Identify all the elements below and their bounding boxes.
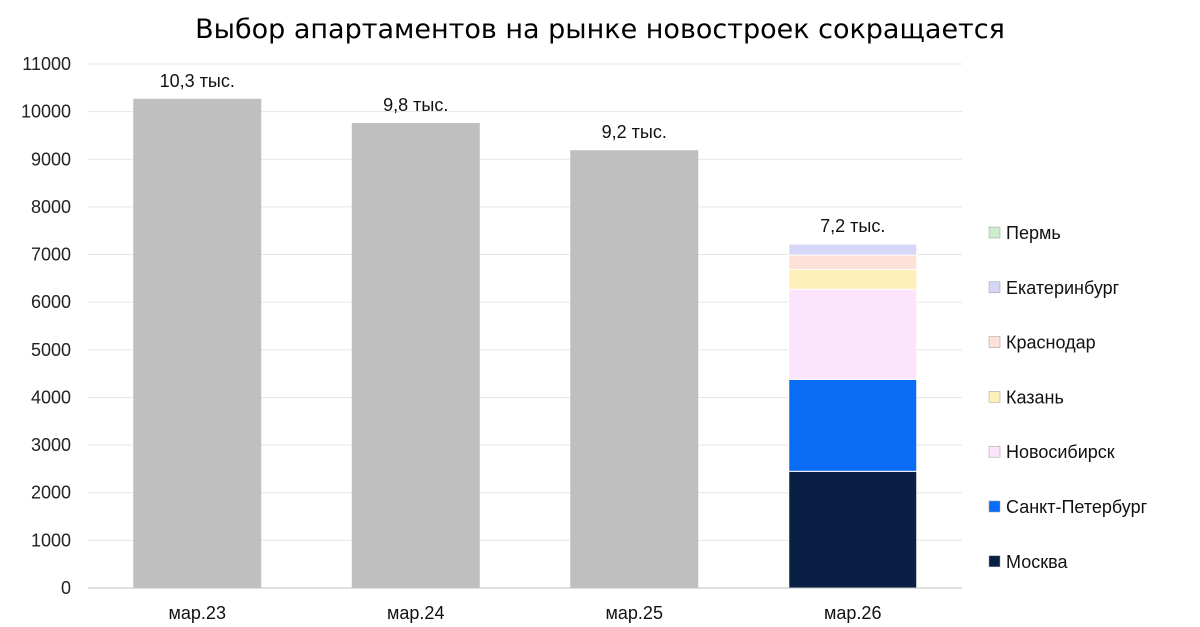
bar-total-label: 9,8 тыс. [383, 95, 448, 115]
legend-label: Москва [1006, 552, 1068, 572]
legend-swatch [988, 226, 1001, 239]
bar [570, 150, 699, 589]
bar-segment-3 [788, 268, 918, 290]
bar-segment-4 [788, 254, 918, 270]
data-labels: 10,3 тыс. 9,8 тыс. 9,2 тыс. 7,2 тыс. [160, 71, 886, 236]
bar-segment-0 [788, 470, 918, 589]
y-axis-ticks: 0 1000 2000 3000 4000 5000 6000 7000 8000 9000 100… [21, 54, 71, 598]
bar-total-label: 7,2 тыс. [820, 216, 885, 236]
legend-label: Пермь [1006, 223, 1061, 243]
bar [133, 98, 262, 589]
bar-segment-2 [788, 288, 918, 380]
legend-label: Новосибирск [1006, 442, 1115, 462]
y-tick-label: 3000 [31, 435, 71, 455]
y-tick-label: 4000 [31, 387, 71, 407]
bar-segment-1 [788, 378, 918, 472]
y-tick-label: 0 [61, 578, 71, 598]
legend-label: Санкт-Петербург [1006, 497, 1148, 517]
bar-segment-5 [788, 243, 918, 256]
y-tick-label: 1000 [31, 530, 71, 550]
legend-label: Краснодар [1006, 333, 1096, 353]
y-tick-label: 10000 [21, 102, 71, 122]
y-tick-label: 6000 [31, 292, 71, 312]
bar [351, 123, 480, 588]
legend-swatch [988, 445, 1001, 458]
legend-swatch [988, 336, 1001, 348]
legend-swatch [988, 500, 1001, 513]
legend-swatch [988, 281, 1001, 294]
bar-total-label: 9,2 тыс. [602, 122, 667, 142]
y-tick-label: 8000 [31, 197, 71, 217]
bars [133, 98, 918, 589]
y-tick-label: 5000 [31, 340, 71, 360]
x-category-label: мар.26 [824, 603, 881, 623]
legend-swatch [988, 555, 1001, 568]
x-category-label: мар.23 [169, 603, 226, 623]
x-axis-categories: мар.23 мар.24 мар.25 мар.26 [169, 603, 882, 623]
y-tick-label: 11000 [22, 54, 71, 74]
bar-total-label: 10,3 тыс. [160, 71, 235, 91]
legend-swatch [988, 391, 1001, 403]
legend: Пермь Екатеринбург Краснодар Казань Новосиби… [988, 223, 1148, 572]
y-tick-label: 9000 [31, 149, 71, 169]
chart-title: Выбор апартаментов на рынке новостроек с… [195, 14, 1005, 45]
y-tick-label: 2000 [31, 483, 71, 503]
legend-label: Казань [1006, 387, 1064, 407]
legend-label: Екатеринбург [1006, 278, 1120, 298]
x-category-label: мар.25 [606, 603, 663, 623]
y-tick-label: 7000 [31, 245, 71, 265]
x-category-label: мар.24 [387, 603, 444, 623]
